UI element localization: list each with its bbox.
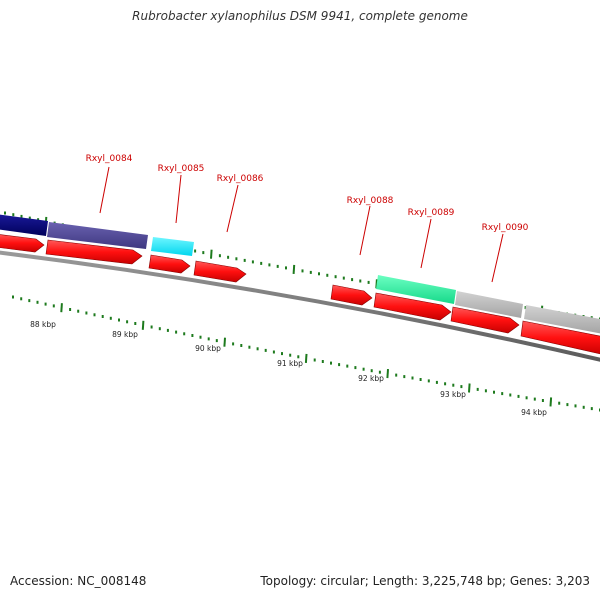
map-title: Rubrobacter xylanophilus DSM 9941, compl…: [132, 9, 468, 23]
cds-arrow[interactable]: [450, 306, 520, 334]
callout-line: [99, 166, 110, 214]
major-tick: [386, 369, 389, 379]
kbp-label: 91 kbp: [277, 359, 303, 368]
kbp-label: 89 kbp: [112, 330, 138, 339]
gene-label[interactable]: Rxyl_0089: [408, 208, 455, 218]
cds-arrow[interactable]: [193, 260, 247, 283]
major-tick: [304, 353, 308, 363]
kbp-label: 94 kbp: [521, 408, 547, 417]
cds-arrow[interactable]: [148, 254, 191, 274]
feature-bar-gray[interactable]: [524, 305, 600, 334]
cds-arrow[interactable]: [520, 320, 600, 355]
major-tick: [141, 320, 145, 330]
feature-bar-cyan[interactable]: [151, 237, 194, 256]
cds-arrow[interactable]: [373, 292, 452, 321]
tick-ring-lower: [12, 295, 600, 412]
callout-line: [175, 174, 182, 224]
callout-line: [420, 218, 432, 269]
cds-arrow[interactable]: [45, 239, 143, 265]
gene-label[interactable]: Rxyl_0090: [482, 223, 529, 233]
cds-arrow[interactable]: [330, 284, 373, 306]
major-tick: [223, 337, 226, 347]
kbp-label: 90 kbp: [195, 344, 221, 353]
gene-callouts: [99, 166, 504, 283]
gene-label[interactable]: Rxyl_0085: [158, 164, 205, 174]
cds-lane: [0, 234, 600, 355]
gene-label[interactable]: Rxyl_0084: [86, 154, 133, 164]
feature-bar-purple[interactable]: [47, 222, 148, 249]
feature-bar-mint[interactable]: [376, 275, 456, 304]
feature-bar-navy[interactable]: [0, 214, 48, 236]
kbp-label: 93 kbp: [440, 390, 466, 399]
kbp-label: 88 kbp: [30, 320, 56, 329]
kbp-label: 92 kbp: [358, 374, 384, 383]
genome-summary-text: Topology: circular; Length: 3,225,748 bp…: [260, 574, 590, 588]
major-tick: [210, 249, 213, 259]
major-tick: [60, 303, 63, 313]
callout-line: [226, 184, 239, 233]
major-tick: [468, 383, 471, 393]
feature-bar-gray[interactable]: [455, 291, 523, 318]
major-tick: [549, 397, 553, 407]
gene-label[interactable]: Rxyl_0088: [347, 196, 394, 206]
feature-lane: [0, 214, 600, 334]
callout-line: [491, 233, 504, 283]
callout-line: [359, 205, 371, 256]
gene-label[interactable]: Rxyl_0086: [217, 174, 264, 184]
major-tick: [292, 264, 296, 274]
accession-text: Accession: NC_008148: [10, 574, 147, 588]
cds-arrow[interactable]: [0, 234, 45, 253]
genome-backbone: [0, 250, 600, 362]
